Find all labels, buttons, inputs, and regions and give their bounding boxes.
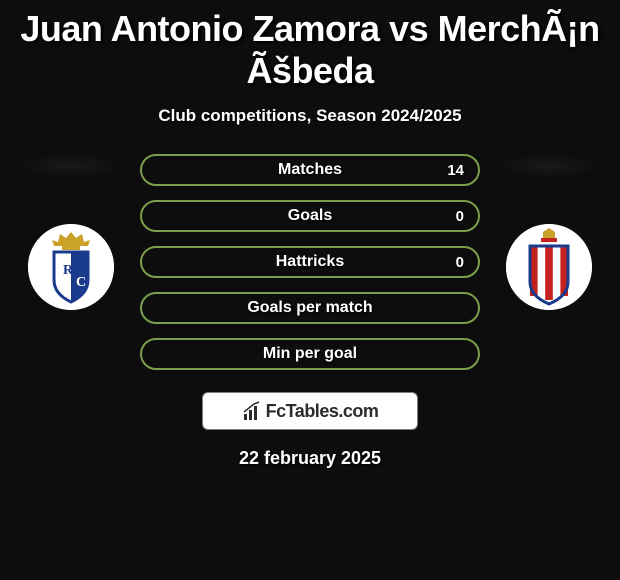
shield-icon: R C [28,224,114,310]
bar-chart-icon [242,400,264,422]
comparison-card: Juan Antonio Zamora vs MerchÃ¡n Ãšbeda C… [0,0,620,469]
stats-area: R C Matches 14 Goals 0 Hattricks 0 Goals… [0,154,620,370]
left-club-crest: R C [28,224,114,310]
page-title: Juan Antonio Zamora vs MerchÃ¡n Ãšbeda [0,8,620,92]
stat-label: Min per goal [263,345,357,363]
stat-row-min-per-goal: Min per goal [140,338,480,370]
stat-label: Hattricks [276,253,344,271]
shield-icon [506,224,592,310]
stat-label: Goals [288,207,332,225]
stat-row-goals-per-match: Goals per match [140,292,480,324]
left-club-column: R C [20,154,122,310]
brand-text: FcTables.com [266,401,379,422]
brand-watermark[interactable]: FcTables.com [202,392,418,430]
right-club-column [498,154,600,310]
stat-value-right: 0 [456,254,464,271]
svg-text:R: R [63,263,74,278]
stat-rows: Matches 14 Goals 0 Hattricks 0 Goals per… [140,154,480,370]
stat-label: Matches [278,161,342,179]
shadow-ellipse [20,154,122,178]
stat-value-right: 14 [447,162,464,179]
right-club-crest [506,224,592,310]
stat-row-hattricks: Hattricks 0 [140,246,480,278]
stat-label: Goals per match [247,299,372,317]
shadow-ellipse [498,154,600,178]
stat-row-matches: Matches 14 [140,154,480,186]
date-line: 22 february 2025 [0,448,620,469]
svg-text:C: C [76,275,86,290]
subtitle: Club competitions, Season 2024/2025 [0,106,620,126]
stat-row-goals: Goals 0 [140,200,480,232]
stat-value-right: 0 [456,208,464,225]
